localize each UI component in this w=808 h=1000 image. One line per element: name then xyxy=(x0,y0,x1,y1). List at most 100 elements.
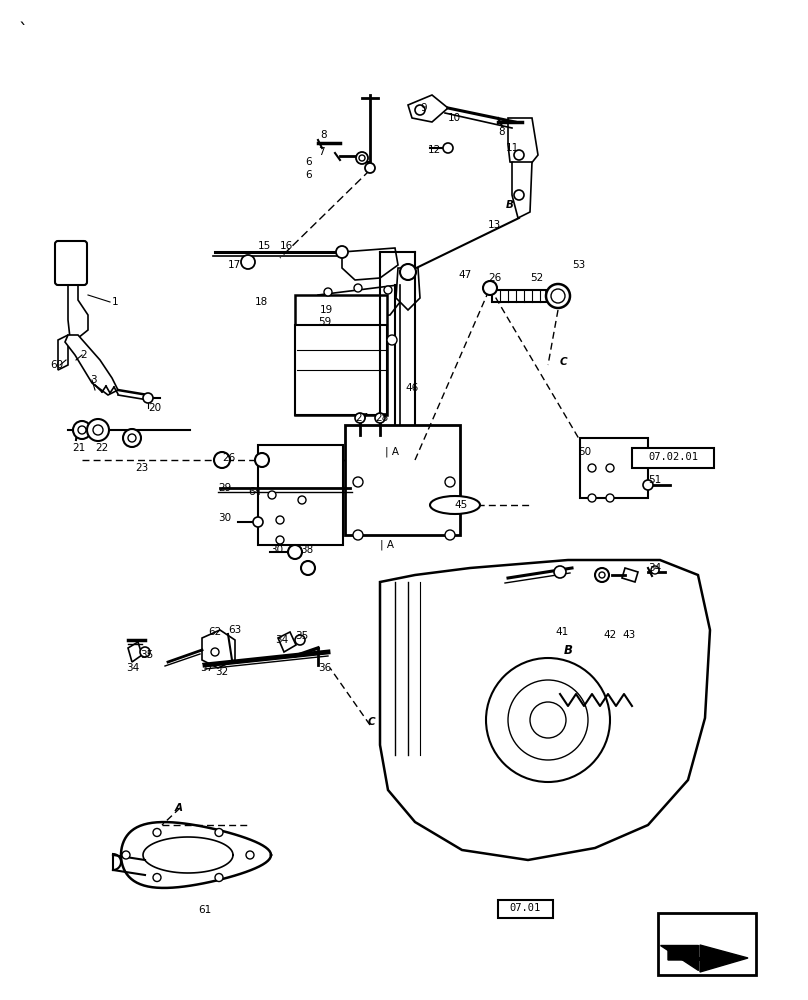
Circle shape xyxy=(530,702,566,738)
Polygon shape xyxy=(278,632,296,652)
Text: 9: 9 xyxy=(420,103,427,113)
Text: 7: 7 xyxy=(318,147,325,157)
Text: 29: 29 xyxy=(218,483,231,493)
Circle shape xyxy=(384,286,392,294)
Polygon shape xyxy=(380,560,710,860)
Polygon shape xyxy=(396,268,420,310)
Circle shape xyxy=(143,393,153,403)
Polygon shape xyxy=(68,282,88,338)
Text: 63: 63 xyxy=(228,625,242,635)
Polygon shape xyxy=(660,945,698,970)
Text: 61: 61 xyxy=(198,905,211,915)
Text: 41: 41 xyxy=(555,627,568,637)
Circle shape xyxy=(288,545,302,559)
Text: 07.01: 07.01 xyxy=(509,903,541,913)
Polygon shape xyxy=(342,248,398,280)
Text: 36: 36 xyxy=(318,663,331,673)
Text: B: B xyxy=(563,644,573,656)
Circle shape xyxy=(606,464,614,472)
Circle shape xyxy=(211,648,219,656)
Circle shape xyxy=(93,425,103,435)
Circle shape xyxy=(551,289,565,303)
Text: 60: 60 xyxy=(50,360,63,370)
Text: A: A xyxy=(175,803,183,813)
Circle shape xyxy=(324,288,332,296)
Text: 26: 26 xyxy=(488,273,501,283)
Circle shape xyxy=(554,566,566,578)
Text: 52: 52 xyxy=(530,273,543,283)
Circle shape xyxy=(153,828,161,836)
Circle shape xyxy=(276,536,284,544)
Polygon shape xyxy=(202,630,235,668)
Circle shape xyxy=(353,530,363,540)
Circle shape xyxy=(78,426,86,434)
Bar xyxy=(345,425,460,535)
Circle shape xyxy=(359,155,365,161)
Text: 16: 16 xyxy=(280,241,293,251)
Bar xyxy=(295,295,387,415)
Ellipse shape xyxy=(430,496,480,514)
Polygon shape xyxy=(508,118,538,165)
Text: B: B xyxy=(506,200,514,210)
Text: 34: 34 xyxy=(275,635,288,645)
Circle shape xyxy=(356,152,368,164)
Circle shape xyxy=(122,851,130,859)
Circle shape xyxy=(215,874,223,882)
Bar xyxy=(632,448,714,468)
Text: 45: 45 xyxy=(454,500,467,510)
Text: 10: 10 xyxy=(448,113,461,123)
Circle shape xyxy=(651,566,659,574)
Polygon shape xyxy=(65,335,118,395)
Text: 27: 27 xyxy=(355,413,368,423)
Text: 23: 23 xyxy=(135,463,148,473)
Bar xyxy=(658,913,756,975)
Text: 19: 19 xyxy=(320,305,333,315)
Text: 32: 32 xyxy=(215,667,228,677)
Circle shape xyxy=(153,874,161,882)
Text: | A: | A xyxy=(380,540,394,550)
FancyBboxPatch shape xyxy=(55,241,87,285)
Circle shape xyxy=(508,680,588,760)
Circle shape xyxy=(214,452,230,468)
Text: 3: 3 xyxy=(90,375,97,385)
Text: 12: 12 xyxy=(428,145,441,155)
Text: 11: 11 xyxy=(506,143,520,153)
Text: 38: 38 xyxy=(300,545,314,555)
Text: 53: 53 xyxy=(572,260,585,270)
Circle shape xyxy=(387,335,397,345)
Bar xyxy=(258,445,343,545)
Text: 64: 64 xyxy=(248,487,261,497)
Text: 1: 1 xyxy=(112,297,119,307)
Circle shape xyxy=(588,494,596,502)
Circle shape xyxy=(546,284,570,308)
Text: 47: 47 xyxy=(458,270,471,280)
Circle shape xyxy=(255,453,269,467)
Circle shape xyxy=(128,434,136,442)
Text: 35: 35 xyxy=(140,650,154,660)
Circle shape xyxy=(595,568,609,582)
Circle shape xyxy=(353,477,363,487)
Text: 22: 22 xyxy=(95,443,108,453)
Circle shape xyxy=(483,281,497,295)
Text: 59: 59 xyxy=(318,317,331,327)
Circle shape xyxy=(276,516,284,524)
Text: 30: 30 xyxy=(218,513,231,523)
Circle shape xyxy=(643,480,653,490)
Polygon shape xyxy=(128,642,142,662)
Text: 28: 28 xyxy=(375,413,389,423)
Polygon shape xyxy=(408,95,448,122)
Polygon shape xyxy=(58,335,68,370)
Circle shape xyxy=(73,421,91,439)
Text: 50: 50 xyxy=(578,447,591,457)
Text: 07.02.01: 07.02.01 xyxy=(648,452,698,462)
Circle shape xyxy=(514,190,524,200)
Circle shape xyxy=(445,530,455,540)
Circle shape xyxy=(375,413,385,423)
Text: 6: 6 xyxy=(305,157,312,167)
Text: 2: 2 xyxy=(80,350,86,360)
Circle shape xyxy=(140,647,150,657)
Circle shape xyxy=(241,255,255,269)
Text: 20: 20 xyxy=(148,403,161,413)
Circle shape xyxy=(87,419,109,441)
Text: 15: 15 xyxy=(258,241,271,251)
